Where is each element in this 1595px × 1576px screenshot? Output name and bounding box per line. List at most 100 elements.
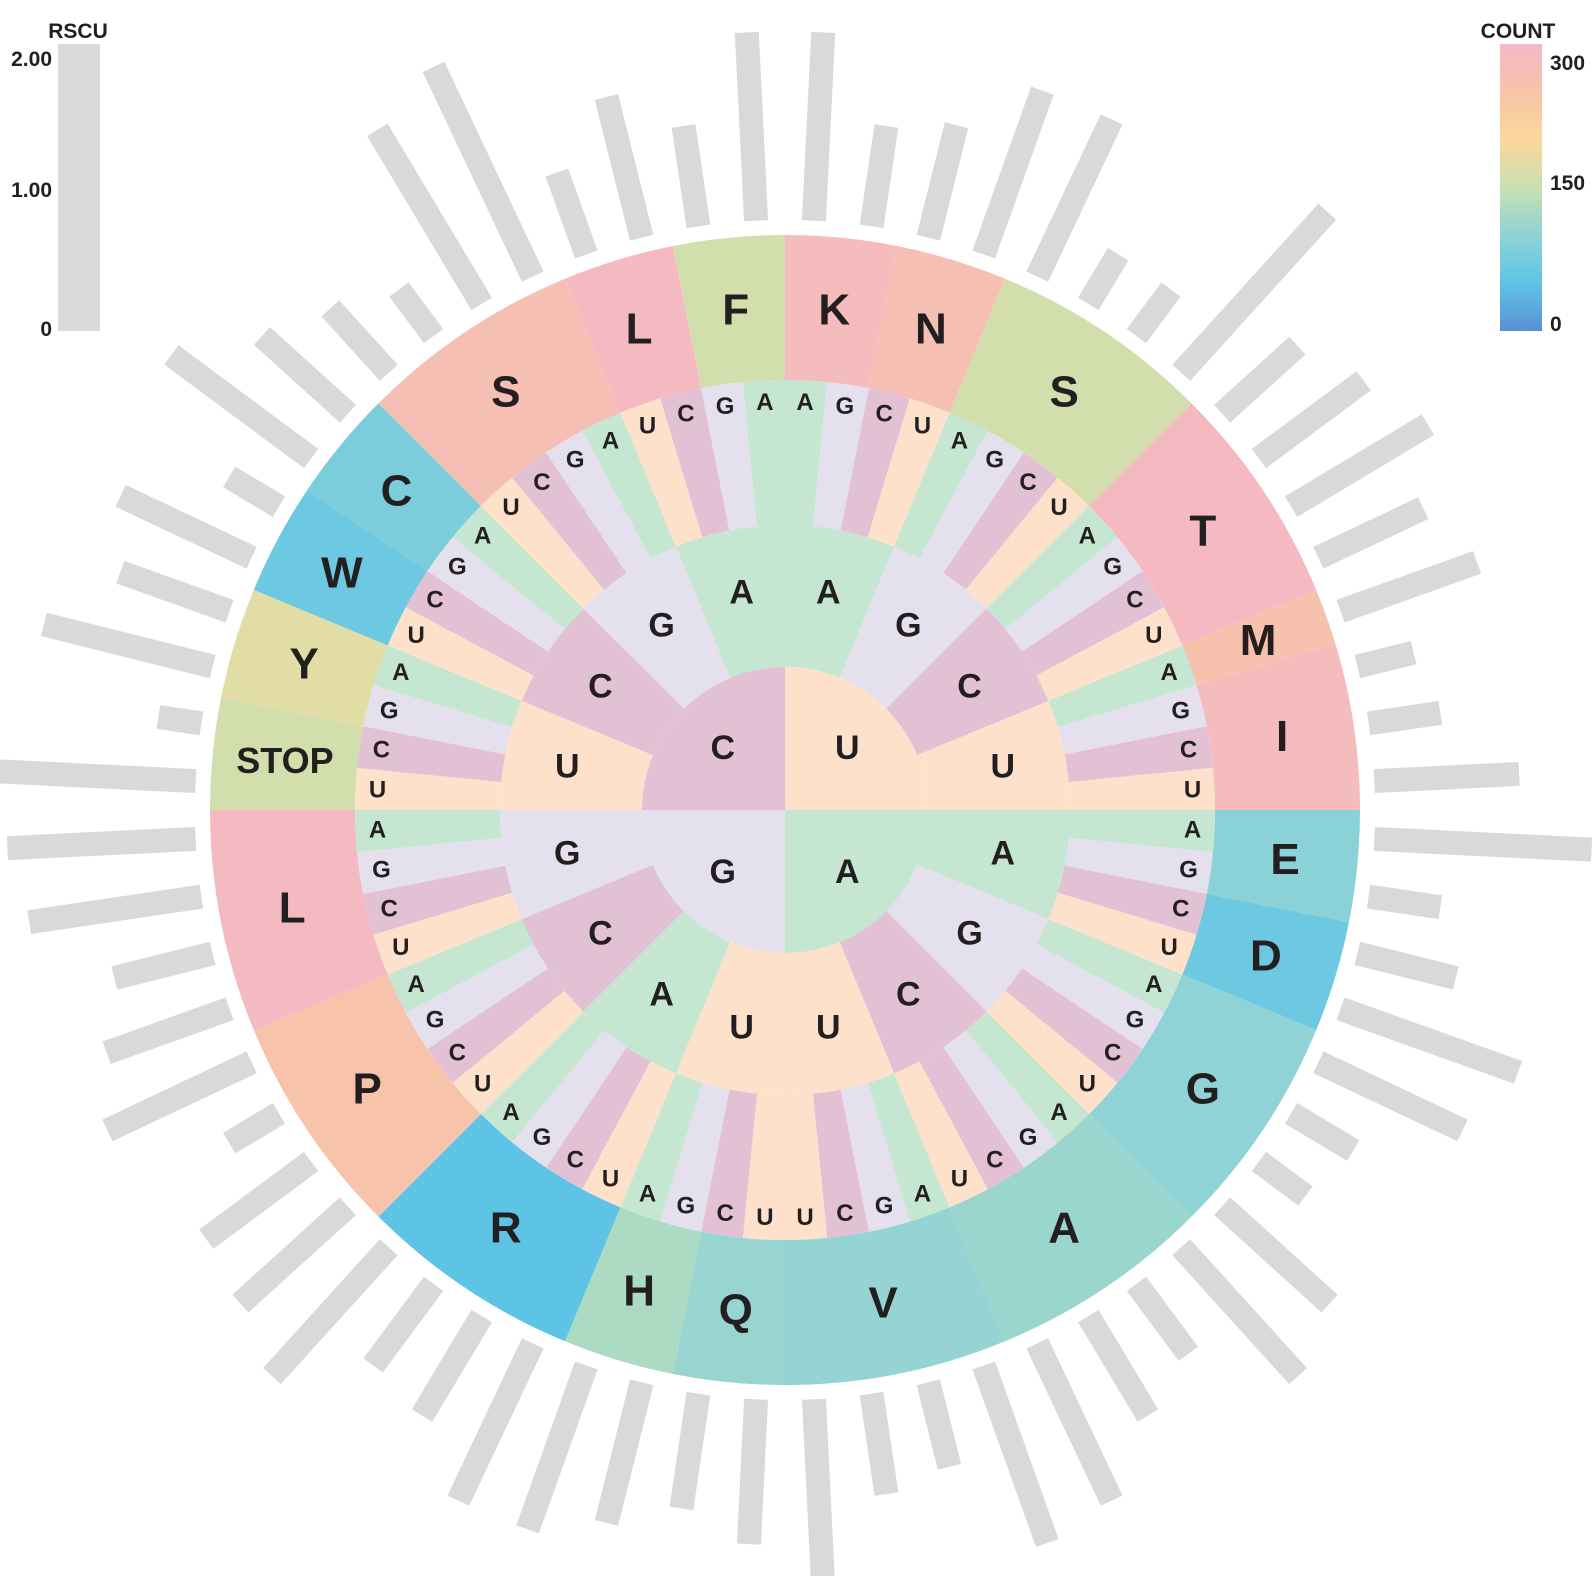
third-base-label: G: [1126, 1006, 1145, 1033]
third-base-segment: [405, 571, 549, 676]
third-base-label: C: [1104, 1040, 1121, 1067]
second-base-segment: [500, 810, 653, 920]
rscu-bar: [115, 484, 257, 569]
amino-acid-segment: [378, 278, 621, 506]
rscu-bar: [102, 1051, 257, 1142]
rscu-bar: [447, 1338, 544, 1506]
rscu-bar: [389, 282, 444, 344]
rscu-bar: [1373, 826, 1593, 862]
third-base-label: U: [392, 934, 409, 961]
rscu-bar: [367, 123, 492, 311]
amino-acid-label: E: [1270, 835, 1299, 884]
rscu-bar: [422, 61, 544, 282]
amino-acid-label: V: [868, 1278, 898, 1327]
third-base-label: A: [796, 389, 813, 416]
amino-acid-label: Y: [289, 640, 318, 689]
amino-acid-segment: [253, 974, 481, 1217]
amino-acid-segment: [253, 490, 428, 646]
second-base-label: A: [816, 573, 841, 611]
second-base-segment: [785, 942, 895, 1095]
third-base-label: A: [1050, 1099, 1067, 1126]
third-base-label: A: [1145, 971, 1162, 998]
amino-acid-label: S: [491, 368, 520, 417]
third-base-segment: [1048, 645, 1197, 728]
third-base-segment: [427, 537, 565, 652]
rscu-bar: [223, 466, 286, 517]
third-base-segment: [867, 398, 950, 547]
third-base-label: A: [639, 1181, 656, 1208]
rscu-bar: [1284, 1103, 1360, 1161]
second-base-label: C: [896, 976, 921, 1014]
third-base-segment: [894, 1061, 988, 1208]
third-base-label: G: [566, 447, 585, 474]
rscu-bar: [736, 1398, 769, 1545]
third-base-segment: [660, 388, 730, 538]
second-base-segment: [583, 911, 731, 1074]
rscu-bar: [594, 1379, 654, 1526]
third-base-label: A: [474, 523, 491, 550]
rscu-bar: [1026, 1338, 1123, 1506]
third-base-segment: [582, 1061, 676, 1208]
rscu-bar: [1354, 640, 1417, 679]
rscu-bar: [263, 1239, 398, 1385]
third-base-label: U: [796, 1204, 813, 1231]
second-base-segment: [785, 525, 895, 678]
rscu-legend-bar: [58, 44, 100, 331]
first-base-segment: [785, 810, 928, 953]
third-base-label: C: [875, 401, 892, 428]
first-base-label: U: [835, 729, 860, 767]
third-base-label: U: [369, 776, 386, 803]
second-base-segment: [583, 546, 731, 709]
third-base-segment: [355, 767, 502, 810]
rscu-bar: [801, 1398, 835, 1576]
first-base-segment: [785, 667, 928, 810]
first-base-ring: U A G C: [642, 667, 928, 953]
rscu-bar: [1313, 497, 1429, 569]
third-base-label: C: [533, 469, 550, 496]
first-base-label: A: [835, 853, 860, 891]
second-base-label: C: [588, 668, 613, 706]
third-base-segment: [986, 990, 1118, 1115]
count-legend-tick-min: 0: [1550, 313, 1562, 336]
third-base-segment: [840, 388, 910, 538]
first-base-label: C: [710, 729, 735, 767]
third-base-label: G: [1179, 856, 1198, 883]
rscu-bar: [199, 1151, 319, 1249]
second-base-label: U: [816, 1009, 841, 1047]
rscu-bar: [545, 168, 598, 259]
third-base-label: A: [408, 971, 425, 998]
third-base-segment: [363, 685, 513, 755]
rscu-bar: [516, 1361, 598, 1534]
amino-acid-segment: [785, 1207, 1006, 1385]
third-base-segment: [480, 1011, 605, 1143]
third-base-segment: [919, 430, 1024, 574]
third-base-segment: [943, 452, 1058, 590]
amino-acid-label: K: [818, 285, 850, 334]
rscu-bar: [972, 1361, 1059, 1548]
rscu-bar: [1366, 884, 1443, 920]
rscu-bar: [1078, 1309, 1159, 1422]
third-base-label: A: [602, 428, 619, 455]
second-base-segment: [675, 525, 785, 678]
third-base-segment: [1064, 726, 1213, 783]
third-base-segment: [1036, 919, 1183, 1013]
third-base-segment: [701, 382, 758, 531]
third-base-label: U: [502, 494, 519, 521]
third-base-label: C: [836, 1200, 853, 1227]
amino-acid-segment: [672, 1231, 785, 1385]
rscu-bar: [1313, 1051, 1468, 1142]
rscu-bar: [972, 86, 1054, 259]
first-base-segment: [642, 810, 785, 953]
third-base-segment: [373, 892, 522, 975]
third-base-label: U: [951, 1165, 968, 1192]
third-base-segment: [512, 452, 627, 590]
third-base-label: G: [380, 697, 399, 724]
amino-acid-label: P: [353, 1065, 382, 1114]
count-legend-title: COUNT: [1481, 20, 1556, 43]
rscu-bar: [1214, 336, 1306, 423]
rscu-bar: [411, 1309, 492, 1422]
amino-acid-segment: [949, 278, 1192, 506]
third-base-label: G: [1019, 1124, 1038, 1151]
rscu-bar: [916, 1379, 962, 1470]
